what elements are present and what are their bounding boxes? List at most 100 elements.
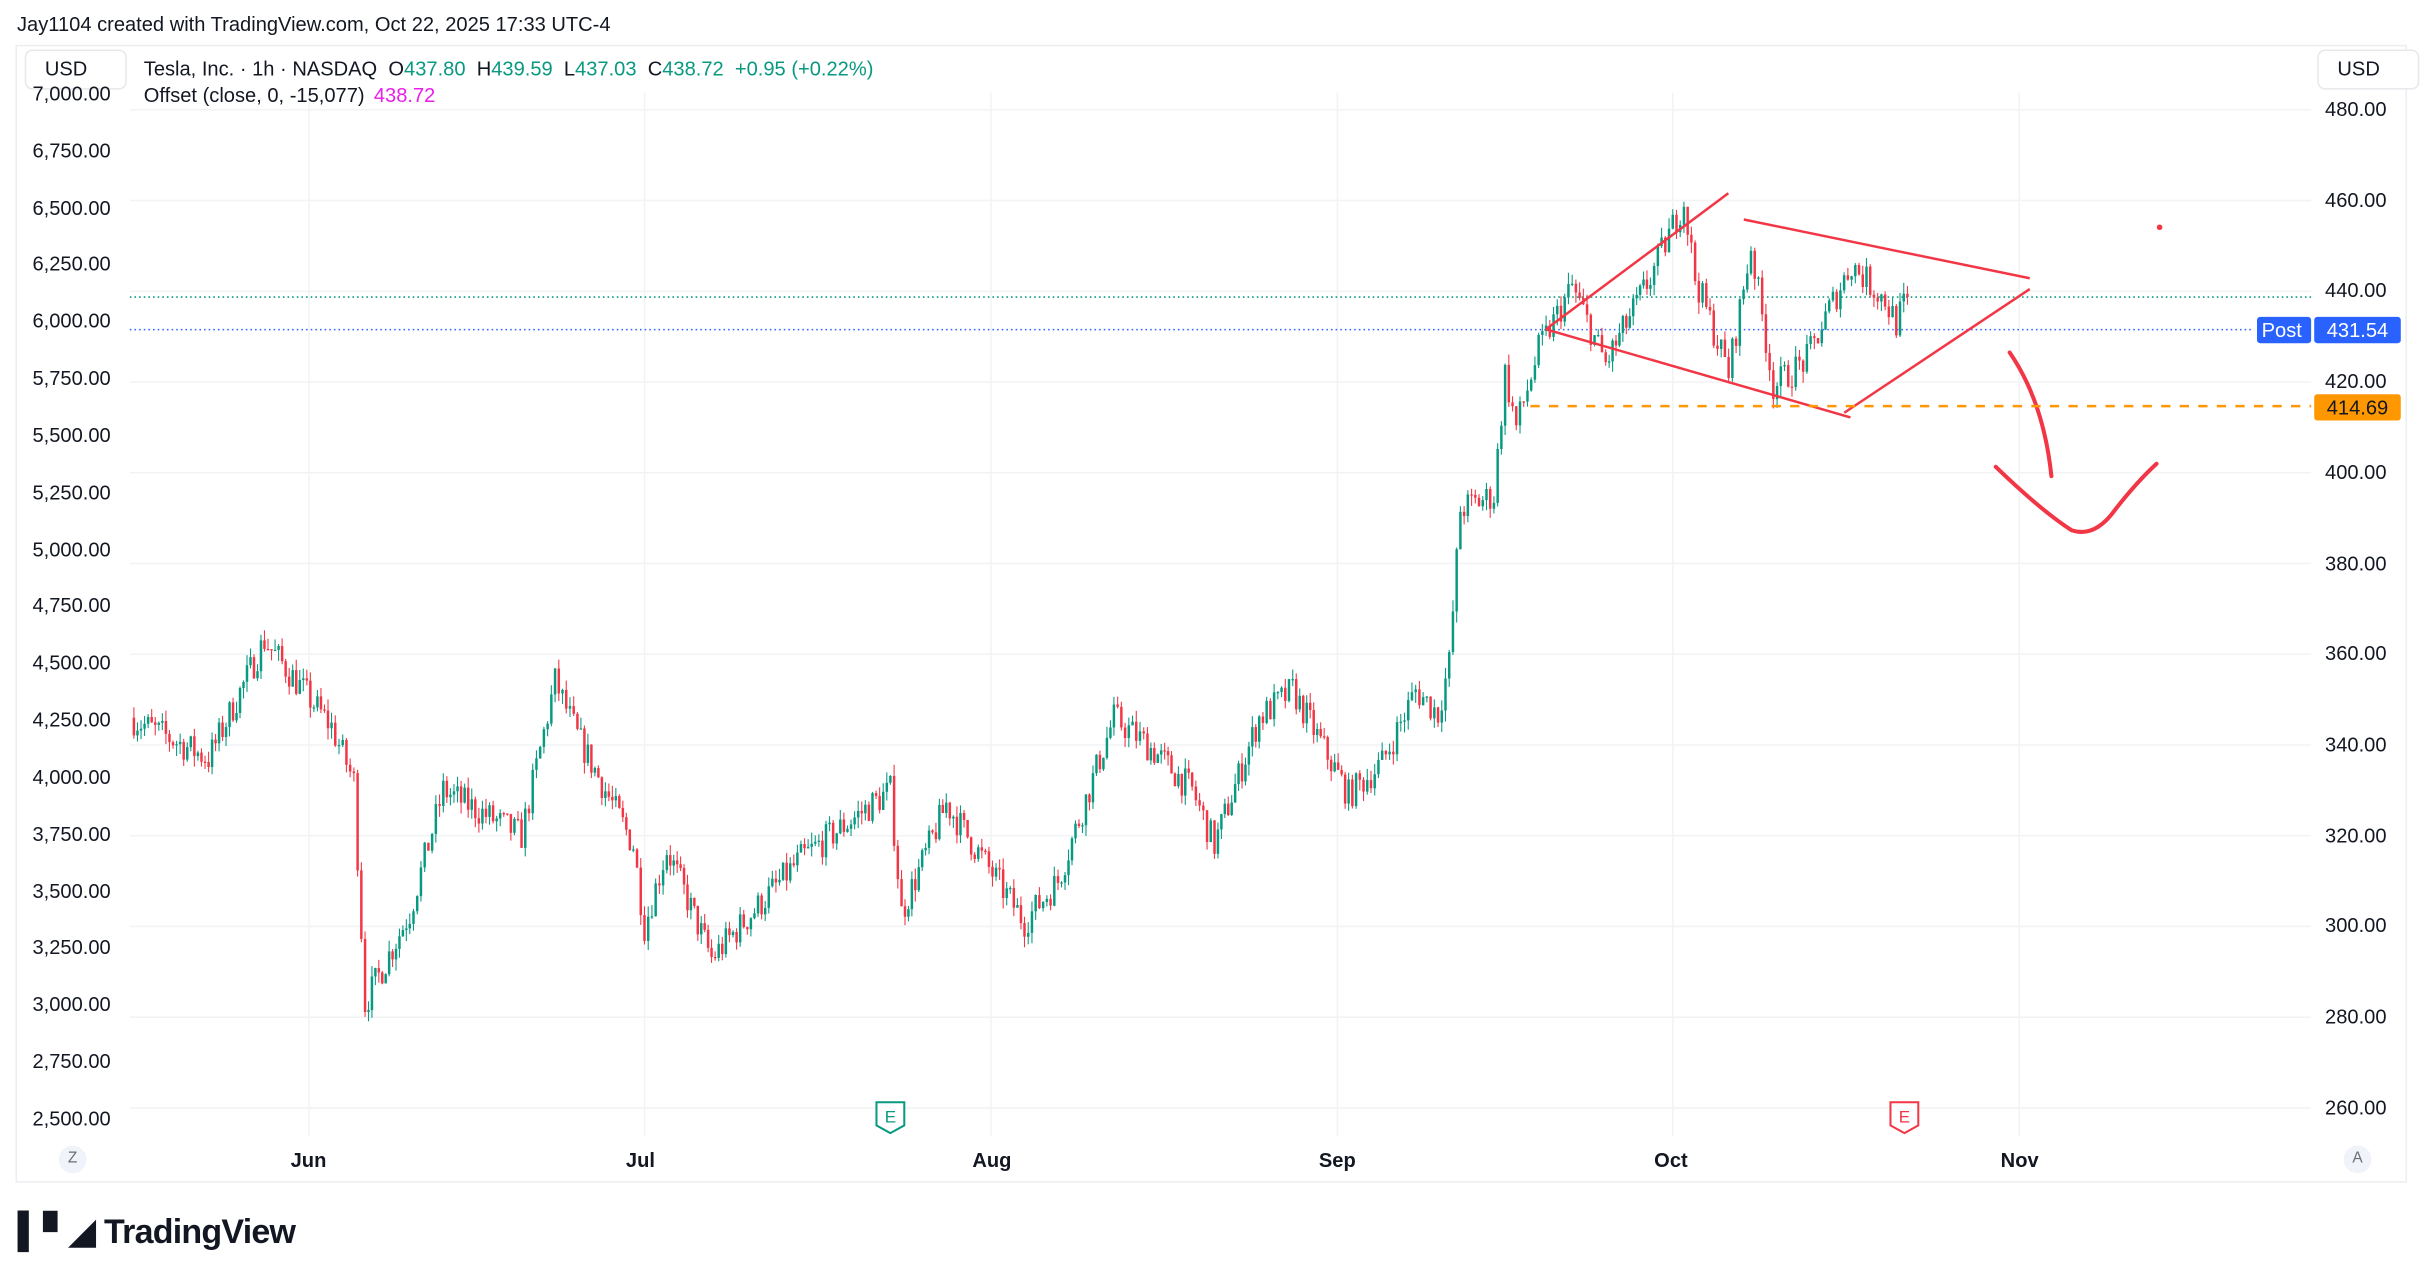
candle xyxy=(1831,286,1835,303)
candle xyxy=(1652,262,1656,296)
candle-body xyxy=(1783,365,1786,367)
high-label: H xyxy=(476,57,492,81)
candle-body xyxy=(842,819,846,832)
candle-body xyxy=(856,810,860,818)
candle xyxy=(387,940,391,977)
candle-body xyxy=(1265,700,1268,723)
candle-body xyxy=(1876,297,1879,302)
candle-body xyxy=(1682,206,1686,225)
candle xyxy=(452,784,456,803)
x-axis-tick: Sep xyxy=(1318,1148,1356,1172)
candle xyxy=(175,740,178,756)
candle xyxy=(550,685,553,727)
candle xyxy=(1898,292,1902,337)
indicator-legend[interactable]: Offset (close, 0, -15,077) 438.72 xyxy=(144,83,436,106)
candle-body xyxy=(1835,291,1838,310)
candle xyxy=(1403,712,1406,733)
candle-body xyxy=(154,722,157,725)
candle-body xyxy=(146,716,150,724)
candle xyxy=(878,787,881,814)
x-axis-tick: Aug xyxy=(972,1148,1012,1172)
candle-body xyxy=(1180,773,1184,796)
candle-body xyxy=(903,906,907,917)
candle xyxy=(980,838,984,859)
candle xyxy=(1451,600,1455,655)
candle-body xyxy=(686,884,689,911)
candle xyxy=(1746,264,1749,293)
candle xyxy=(635,847,639,869)
candle-body xyxy=(509,814,513,833)
candle-body xyxy=(1095,754,1098,774)
candle-body xyxy=(1522,401,1525,403)
symbol-name[interactable]: Tesla, Inc. · 1h · NASDAQ xyxy=(143,57,378,81)
candle-body xyxy=(221,722,224,737)
candle xyxy=(1656,243,1660,276)
candle-body xyxy=(1120,706,1123,728)
candle xyxy=(675,851,679,873)
candle xyxy=(835,832,838,850)
earnings-marker[interactable]: E xyxy=(1889,1101,1920,1135)
candle-body xyxy=(675,860,679,865)
candle xyxy=(1440,700,1444,733)
candle xyxy=(839,810,842,835)
candle-body xyxy=(1746,273,1749,290)
arrow-curve xyxy=(2007,350,2054,479)
candle xyxy=(900,870,903,907)
candle xyxy=(738,907,742,947)
candle-body xyxy=(742,914,745,928)
candle xyxy=(1723,331,1727,358)
candle xyxy=(337,738,341,755)
candle-body xyxy=(583,728,586,763)
candle xyxy=(973,852,976,864)
candle xyxy=(1146,727,1149,761)
candle-body xyxy=(1149,747,1153,761)
candle xyxy=(1414,684,1417,703)
candle-body xyxy=(1284,687,1287,701)
candle-body xyxy=(231,702,235,721)
candle-body xyxy=(1600,335,1604,353)
candle xyxy=(284,658,287,684)
candle xyxy=(295,659,298,696)
candle xyxy=(817,834,821,847)
candle-body xyxy=(280,646,284,662)
log-scale-z-button[interactable]: Z xyxy=(58,1145,87,1174)
tradingview-logo[interactable]: ▍▘◢ TradingView xyxy=(19,1212,296,1252)
candle-body xyxy=(287,676,291,687)
candle xyxy=(867,801,871,822)
earnings-marker[interactable]: E xyxy=(875,1101,906,1135)
currency-left-button[interactable]: USD xyxy=(24,49,127,90)
candle-body xyxy=(646,916,650,941)
currency-right-button[interactable]: USD xyxy=(2317,49,2420,90)
candle xyxy=(1305,695,1308,733)
candle xyxy=(466,777,470,818)
drawings[interactable] xyxy=(1530,192,2312,534)
candle xyxy=(445,776,449,803)
candle xyxy=(1813,333,1816,350)
auto-scale-a-button[interactable]: A xyxy=(2343,1145,2372,1174)
candle-body xyxy=(1116,704,1119,707)
candle-body xyxy=(1705,283,1708,307)
candle xyxy=(491,800,495,824)
candle-body xyxy=(1772,370,1775,400)
candle-body xyxy=(1247,746,1251,765)
candle-body xyxy=(738,914,742,943)
candle xyxy=(1358,770,1362,791)
candle-body xyxy=(245,665,249,682)
candle-body xyxy=(980,847,984,851)
candle-body xyxy=(1738,299,1742,346)
candle-body xyxy=(284,661,287,677)
candle xyxy=(632,845,635,853)
candle-body xyxy=(1291,679,1294,681)
candle-body xyxy=(182,741,185,760)
candle xyxy=(717,935,720,962)
candle-body xyxy=(535,758,538,770)
candle xyxy=(654,878,657,917)
candle xyxy=(643,906,646,945)
candle xyxy=(962,809,966,828)
candle xyxy=(874,790,878,800)
candle xyxy=(1418,680,1421,709)
candle xyxy=(781,862,785,881)
candle xyxy=(1712,303,1715,349)
candle xyxy=(1205,809,1209,850)
